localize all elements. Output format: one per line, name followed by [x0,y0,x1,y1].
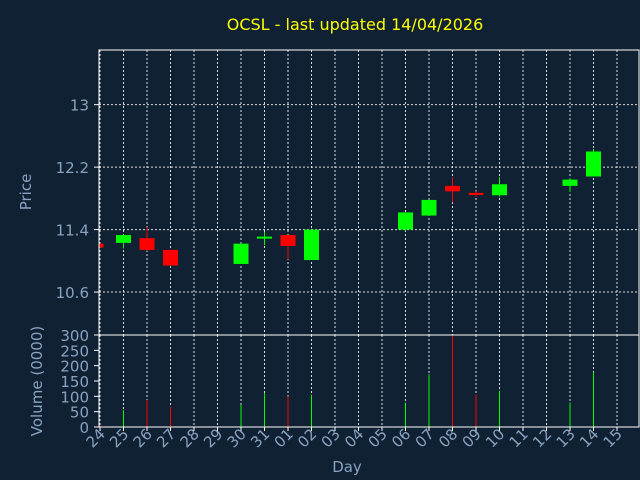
candle-body [100,243,104,248]
volume-tick-label: 0 [79,419,89,437]
candle-body [163,249,178,266]
day-tick-label: 10 [482,425,508,451]
day-tick-label: 04 [341,425,367,451]
candle-body [492,184,507,196]
candle-body [398,212,413,230]
day-tick-label: 12 [529,425,555,451]
candle-body [468,192,484,195]
day-tick-label: 07 [412,425,438,451]
day-tick-label: 02 [294,425,320,451]
day-tick-label: 28 [177,425,203,451]
day-tick-label: 01 [271,425,297,451]
day-tick-label: 05 [365,425,391,451]
candle-body [304,229,319,261]
day-tick-label: 31 [247,425,273,451]
candle-body [116,235,131,243]
day-tick-label: 25 [106,425,132,451]
day-tick-label: 06 [388,425,414,451]
day-tick-label: 30 [224,425,250,451]
candle-body [586,151,601,177]
volume-tick-label: 250 [60,342,89,360]
volume-tick-label: 50 [70,404,89,422]
volume-axis-label: Volume (0000) [28,326,46,436]
day-axis-label: Day [332,458,362,476]
candle-body [233,243,249,264]
day-tick-label: 29 [200,425,226,451]
candle-body [257,236,272,239]
price-axis-label: Price [17,174,35,211]
day-axis-ticks: 2425262728293031010203040506070809101112… [83,425,626,451]
chart-title: OCSL - last updated 14/04/2026 [227,15,484,34]
price-grid [99,50,639,335]
candle-body [139,238,155,250]
candle-body [562,179,578,186]
volume-grid [99,335,618,427]
day-tick-label: 08 [435,425,461,451]
price-tick-label: 12.2 [56,159,89,177]
price-axis-ticks: 10.6 11.4 12.2 13 [56,97,99,302]
candle-body [445,185,460,192]
day-tick-label: 13 [553,425,579,451]
day-tick-label: 09 [459,425,485,451]
price-tick-label: 11.4 [56,222,89,240]
price-candles [99,149,601,267]
day-tick-label: 14 [576,425,602,451]
candle-body [280,235,296,246]
volume-bars [99,335,594,427]
volume-tick-label: 100 [60,388,89,406]
price-tick-label: 13 [70,97,89,115]
day-tick-label: 15 [600,425,626,451]
volume-tick-label: 150 [60,373,89,391]
price-tick-label: 10.6 [56,284,89,302]
day-tick-label: 11 [506,425,532,451]
volume-tick-label: 300 [60,327,89,345]
candle-body [421,199,437,216]
day-tick-label: 27 [153,425,179,451]
volume-tick-label: 200 [60,358,89,376]
day-tick-label: 03 [318,425,344,451]
volume-panel-frame [98,334,640,428]
day-tick-label: 26 [130,425,156,451]
